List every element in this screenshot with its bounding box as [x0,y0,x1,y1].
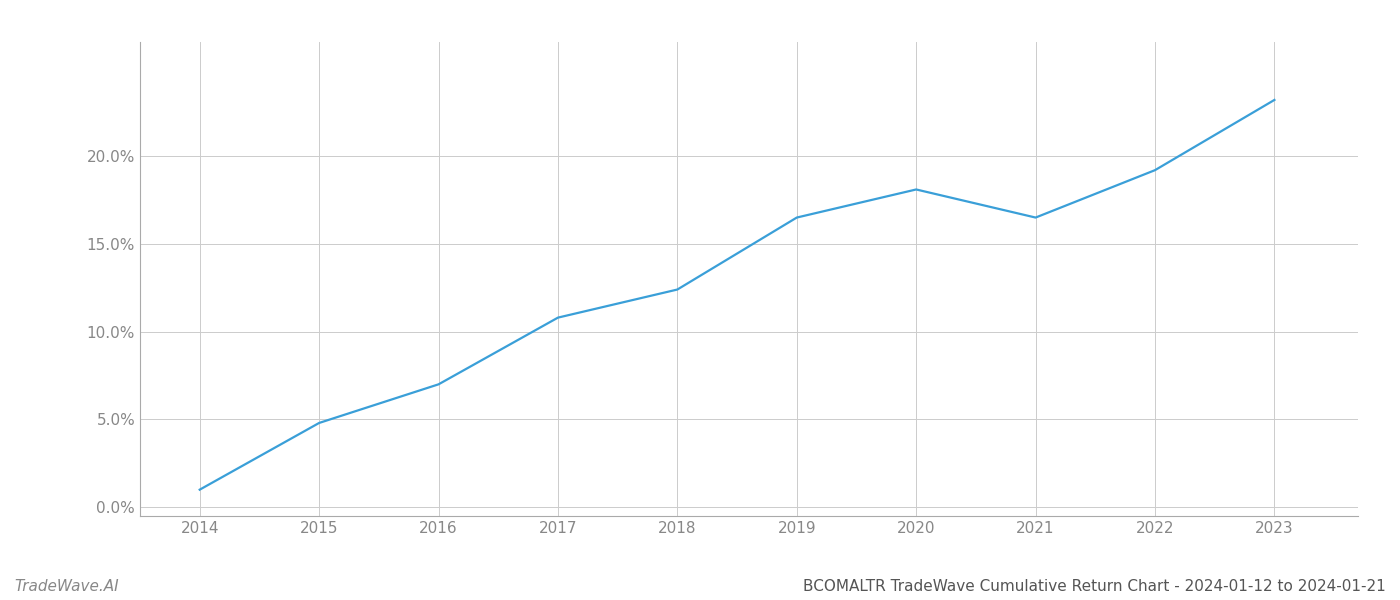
Text: TradeWave.AI: TradeWave.AI [14,579,119,594]
Text: BCOMALTR TradeWave Cumulative Return Chart - 2024-01-12 to 2024-01-21: BCOMALTR TradeWave Cumulative Return Cha… [804,579,1386,594]
